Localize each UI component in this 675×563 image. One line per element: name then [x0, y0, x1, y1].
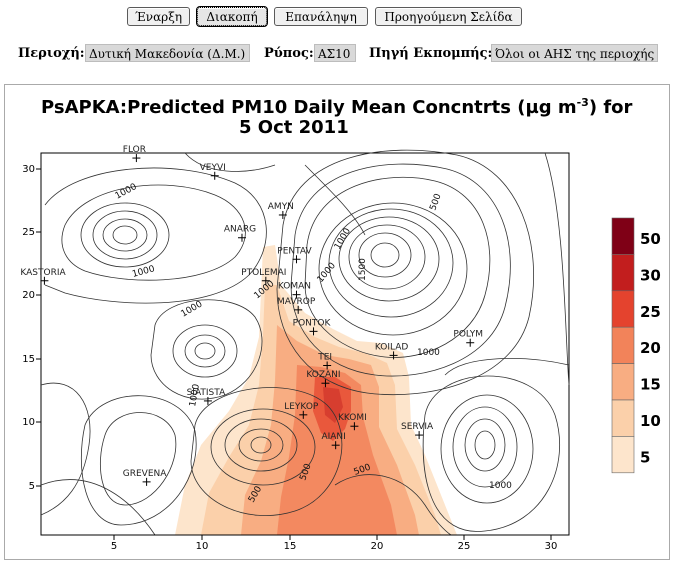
town-label: MAVROP — [277, 297, 316, 307]
legend-label: 20 — [640, 339, 661, 357]
legend-swatch — [611, 254, 635, 292]
town-marker: KOMAN — [278, 282, 311, 299]
x-tick-label: 15 — [284, 541, 297, 552]
legend-label: 25 — [640, 303, 661, 321]
start-button[interactable]: Έναρξη — [127, 7, 190, 26]
town-label: ANARG — [224, 225, 256, 235]
town-marker: MAVROP — [277, 297, 316, 314]
town-marker: AMYN — [268, 202, 294, 219]
town-label: AIANI — [321, 432, 345, 442]
town-marker: LEYKOP — [284, 402, 319, 419]
source-field: Όλοι οι ΑΗΣ της περιοχής — [491, 44, 658, 62]
y-tick-label: 20 — [22, 290, 35, 301]
town-label: FLOR — [123, 145, 146, 155]
town-markers: FLOR VEYVI AMYN ANARG KASTORIA PENTAV PTOLEMAI… — [20, 145, 483, 486]
town-marker: KASTORIA — [20, 268, 67, 285]
x-axis: 5 10 15 20 25 30 — [41, 534, 569, 552]
town-label: TEI — [317, 353, 332, 363]
town-marker: POLYM — [453, 330, 483, 347]
town-marker: PTOLEMAI — [241, 268, 286, 285]
region-field: Δυτική Μακεδονία (Δ.Μ.) — [85, 44, 250, 62]
y-tick-label: 25 — [22, 227, 35, 238]
terrain-contours — [40, 149, 570, 536]
pm10-map: PsAPKA:Predicted PM10 Daily Mean Concntr… — [20, 96, 661, 552]
svg-text:1000: 1000 — [489, 481, 512, 491]
town-label: SERVIA — [401, 422, 434, 432]
legend-label: 15 — [640, 376, 661, 394]
town-marker: FLOR — [123, 145, 146, 163]
y-axis: 5 10 15 20 25 30 — [22, 164, 41, 492]
map-title-line2: 5 Oct 2011 — [239, 117, 349, 138]
y-tick-label: 30 — [22, 164, 35, 175]
town-label: LEYKOP — [284, 402, 319, 412]
town-label: POLYM — [453, 330, 483, 340]
pollutant-field: ΑΣ10 — [314, 44, 356, 62]
town-label: GREVENA — [123, 469, 167, 479]
pollutant-label: Ρύπος: — [264, 46, 314, 61]
town-marker: AIANI — [321, 432, 346, 450]
town-label: KOMAN — [278, 282, 311, 292]
town-marker: ANARG — [224, 225, 256, 242]
previous-page-button[interactable]: Προηγούμενη Σελίδα — [375, 7, 522, 26]
legend-swatch — [611, 363, 635, 401]
repeat-button[interactable]: Επανάληψη — [274, 7, 368, 26]
town-marker: PENTAV — [277, 246, 313, 264]
town-label: KKOMI — [338, 413, 367, 423]
x-tick-label: 5 — [111, 541, 117, 552]
source-label: Πηγή Εκπομπής: — [369, 46, 493, 61]
town-marker: VEYVI — [200, 163, 226, 180]
town-label: KOILAD — [375, 342, 409, 352]
town-marker: SIATISTA — [187, 388, 226, 405]
town-marker: SERVIA — [401, 422, 434, 440]
town-marker: PONTOK — [293, 318, 332, 336]
legend-swatch — [611, 436, 635, 474]
x-tick-label: 20 — [371, 541, 384, 552]
town-label: AMYN — [268, 202, 294, 212]
legend-label: 30 — [640, 266, 661, 284]
town-label: VEYVI — [200, 163, 226, 173]
map-title-line1: PsAPKA:Predicted PM10 Daily Mean Concntr… — [41, 96, 633, 118]
legend-swatch — [611, 399, 635, 437]
legend-swatch — [611, 217, 635, 255]
concentration-legend: 50 30 25 20 15 10 5 — [611, 217, 661, 474]
x-tick-label: 25 — [458, 541, 471, 552]
town-label: KASTORIA — [20, 268, 66, 278]
town-marker: GREVENA — [123, 469, 167, 486]
svg-text:1000: 1000 — [188, 383, 202, 408]
legend-swatch — [611, 290, 635, 328]
svg-text:1000: 1000 — [417, 348, 440, 358]
concentration-plume — [175, 245, 457, 535]
region-label: Περιοχή: — [18, 46, 85, 61]
y-tick-label: 10 — [22, 417, 35, 428]
town-label: PONTOK — [293, 318, 332, 328]
legend-label: 5 — [640, 448, 650, 466]
legend-label: 10 — [640, 412, 661, 430]
x-tick-label: 10 — [196, 541, 209, 552]
town-label: KOZANI — [306, 370, 340, 380]
pm10-map-panel: PsAPKA:Predicted PM10 Daily Mean Concntr… — [4, 84, 670, 560]
legend-label: 50 — [640, 230, 661, 248]
y-tick-label: 15 — [22, 354, 35, 365]
svg-text:1500: 1500 — [358, 258, 368, 281]
x-tick-label: 30 — [545, 541, 558, 552]
town-label: PENTAV — [277, 246, 312, 256]
town-label: PTOLEMAI — [241, 268, 286, 278]
town-marker: TEI — [317, 353, 332, 370]
pause-button[interactable]: Διακοπή — [196, 6, 268, 27]
town-marker: KOILAD — [375, 342, 409, 360]
legend-swatch — [611, 326, 635, 364]
y-tick-label: 5 — [29, 481, 35, 492]
town-marker: KOZANI — [306, 370, 341, 388]
town-marker: KKOMI — [338, 413, 367, 431]
town-label: SIATISTA — [187, 388, 226, 398]
